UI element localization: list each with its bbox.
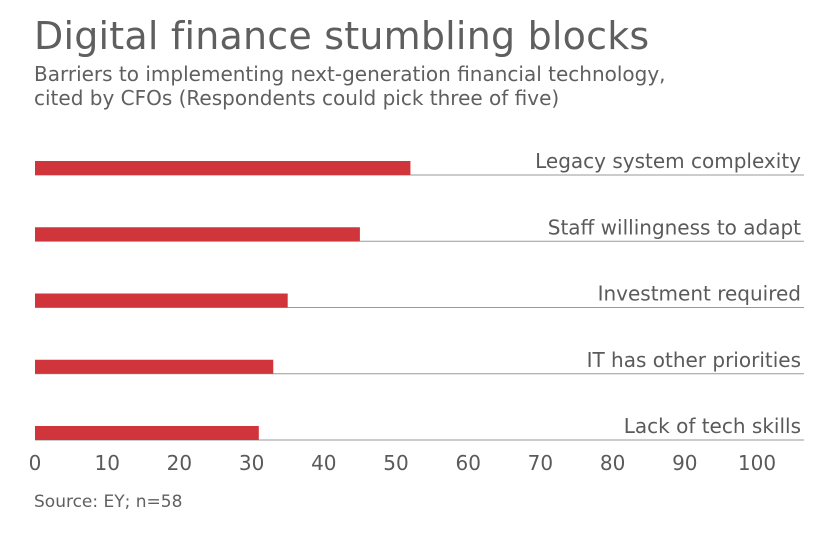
x-tick-label-70: 70 bbox=[528, 451, 553, 475]
subtitle-line-2: cited by CFOs (Respondents could pick th… bbox=[34, 86, 560, 110]
x-tick-label-50: 50 bbox=[383, 451, 408, 475]
x-tick-label-80: 80 bbox=[600, 451, 625, 475]
x-tick-label-90: 90 bbox=[672, 451, 697, 475]
bar-investment-required bbox=[35, 293, 288, 308]
bar-lack-of-tech-skills bbox=[35, 426, 259, 440]
category-label-it-has-other-priorities: IT has other priorities bbox=[587, 348, 801, 372]
x-tick-label-0: 0 bbox=[29, 451, 42, 475]
chart-title: Digital finance stumbling blocks bbox=[34, 14, 650, 58]
subtitle-line-1: Barriers to implementing next-generation… bbox=[34, 62, 666, 86]
category-label-legacy-system-complexity: Legacy system complexity bbox=[535, 149, 801, 173]
bar-legacy-system-complexity bbox=[35, 161, 411, 175]
source-note: Source: EY; n=58 bbox=[34, 492, 183, 512]
x-tick-label-10: 10 bbox=[94, 451, 119, 475]
chart-subtitle: Barriers to implementing next-generation… bbox=[34, 62, 666, 110]
x-tick-label-30: 30 bbox=[239, 451, 264, 475]
x-tick-label-100: 100 bbox=[738, 451, 776, 475]
category-label-investment-required: Investment required bbox=[598, 282, 801, 306]
x-tick-label-20: 20 bbox=[167, 451, 192, 475]
x-tick-label-40: 40 bbox=[311, 451, 336, 475]
category-label-lack-of-tech-skills: Lack of tech skills bbox=[624, 414, 801, 438]
category-label-staff-willingness-to-adapt: Staff willingness to adapt bbox=[548, 215, 801, 239]
bar-it-has-other-priorities bbox=[35, 359, 274, 374]
bar-staff-willingness-to-adapt bbox=[35, 227, 360, 242]
x-tick-label-60: 60 bbox=[455, 451, 480, 475]
